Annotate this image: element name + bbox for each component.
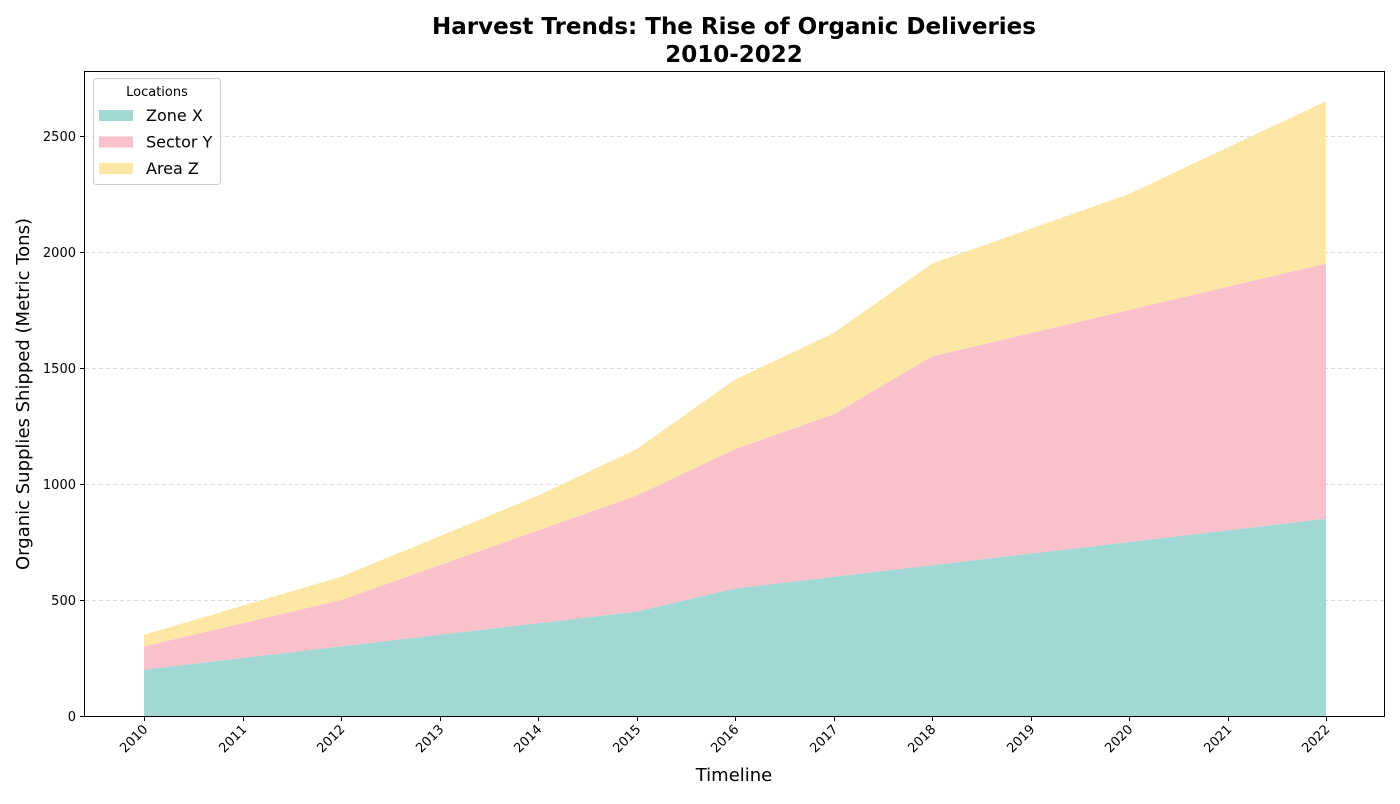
y-tick-label: 2000 <box>43 246 76 261</box>
legend-items: Zone X Sector Y Area Z <box>99 106 213 178</box>
legend-swatch <box>99 110 133 121</box>
plot-frame <box>84 71 1385 717</box>
y-axis-label: Organic Supplies Shipped (Metric Tons) <box>13 218 34 570</box>
y-tick-label: 2500 <box>43 130 76 145</box>
y-tick-label: 0 <box>68 710 76 725</box>
legend-swatch <box>99 163 133 174</box>
y-tick-label: 1000 <box>43 478 76 493</box>
legend-swatch <box>99 136 133 148</box>
legend: Locations Zone X Sector Y Area Z <box>93 78 221 185</box>
y-axis: 0 500 1000 1500 2000 2500 <box>43 130 85 725</box>
legend-label: Area Z <box>146 159 199 178</box>
legend-title: Locations <box>126 85 188 100</box>
area-area-z <box>144 101 1326 647</box>
legend-label: Zone X <box>146 106 203 125</box>
chart-title: Harvest Trends: The Rise of Organic Deli… <box>432 14 1036 40</box>
chart-subtitle: 2010-2022 <box>665 42 803 68</box>
area-sector-y <box>144 263 1326 670</box>
area-zone-x <box>144 518 1326 716</box>
legend-box <box>93 78 221 185</box>
area-series <box>144 101 1326 716</box>
y-tick-label: 500 <box>51 594 76 609</box>
x-axis-label: Timeline <box>695 765 773 786</box>
y-tick-label: 1500 <box>43 362 76 377</box>
legend-label: Sector Y <box>146 133 213 152</box>
